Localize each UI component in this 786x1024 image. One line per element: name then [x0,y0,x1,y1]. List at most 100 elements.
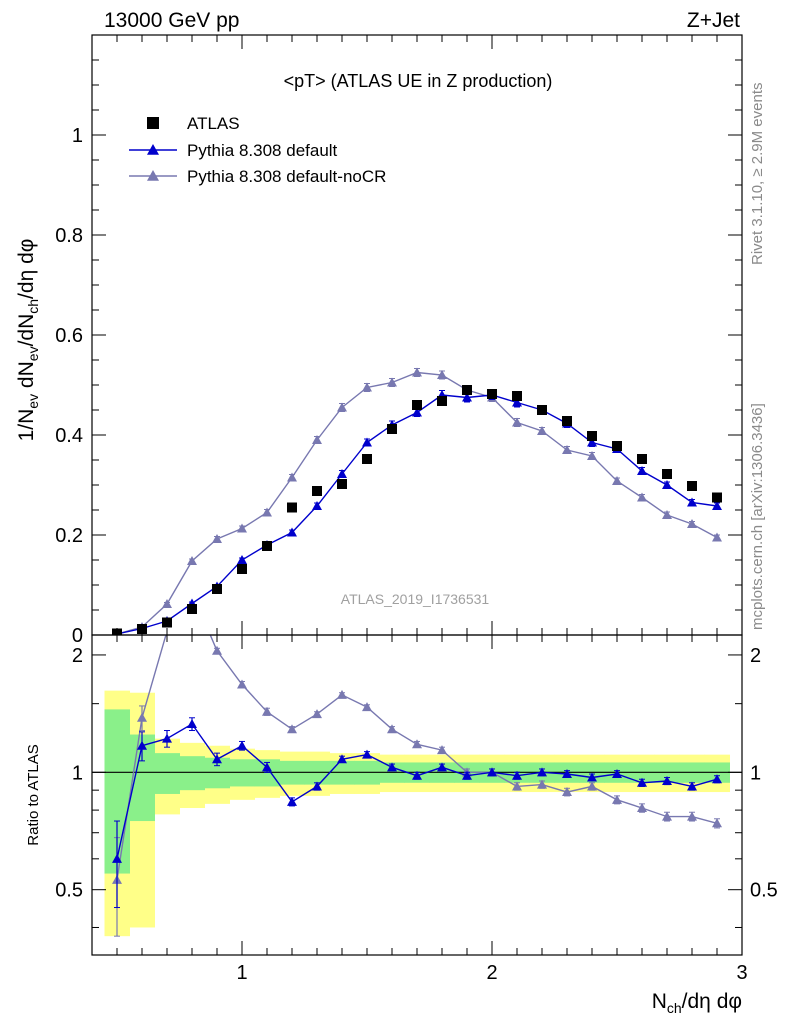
ratio-nocr-point [612,794,622,804]
ratio-y-tick-label-right: 0.5 [750,880,778,902]
ratio-nocr-point [437,745,447,755]
ratio-default-point [112,853,122,863]
x-tick-label: 3 [736,962,747,984]
ratio-default-point [137,740,147,750]
main-y-axis-label: 1/Nev dNev/dNch/dη dφ [15,239,41,442]
ratio-nocr-point [712,818,722,828]
side-label-top: Rivet 3.1.10, ≥ 2.9M events [749,83,766,266]
ratio-default-point [362,749,372,759]
ratio-default-point [612,769,622,779]
ratio-nocr-point [212,645,222,655]
nocr-point [212,534,222,543]
legend-label: ATLAS [187,114,240,133]
legend: ATLAS Pythia 8.308 default Pythia 8.308 de… [129,114,386,186]
y-tick-label: 0.4 [55,425,83,447]
ratio-plot-area [92,635,742,937]
main-plot-area [112,367,722,635]
ratio-default-point [437,762,447,772]
default-point [662,480,672,489]
legend-label: Pythia 8.308 default-noCR [187,167,386,186]
plot-title: <pT> (ATLAS UE in Z production) [284,71,553,91]
default-point [462,392,472,402]
ratio-y-tick-label-right: 2 [750,645,761,667]
nocr-point [337,402,347,412]
default-point [512,397,522,407]
ratio-default-point [687,781,697,791]
default-point [687,497,697,507]
y-tick-label: 0.6 [55,325,83,347]
y-tick-label: 0.2 [55,525,83,547]
atlas-point [612,441,622,451]
legend-default-marker [147,144,159,155]
ratio-default-point [512,770,522,780]
default-point [412,407,422,417]
nocr-point [387,377,397,387]
ratio-default-point [587,772,597,782]
atlas-point [537,405,547,415]
ratio-nocr-point [137,712,147,722]
ratio-default-point [187,719,197,729]
ratio-default-point [412,770,422,780]
ratio-default-point [312,781,322,791]
ratio-y-axis-label: Ratio to ATLAS [25,744,42,845]
nocr-point [562,445,572,454]
nocr-point [162,599,172,608]
atlas-point [262,541,272,551]
ratio-panel: 0.5 0.5 1 1 2 2 1 2 3 Ratio to ATLAS Nch/dη dφ [25,634,778,1016]
ratio-nocr-point [237,679,247,689]
ratio-nocr-point [687,811,697,821]
ratio-default-point [262,762,272,772]
ratio-nocr-point [662,811,672,821]
ratio-y-tick-label: 1 [72,762,83,784]
nocr-point [687,519,697,528]
ratio-nocr-point [537,779,547,789]
watermark: ATLAS_2019_I1736531 [341,591,490,607]
atlas-point [587,431,597,441]
ratio-default-point [637,777,647,787]
ratio-default-point [337,754,347,764]
nocr-point [287,472,297,482]
ratio-default-point [537,767,547,777]
ratio-default-point [562,769,572,779]
ratio-nocr-point [512,781,522,791]
default-point [237,555,247,564]
nocr-point [187,556,197,565]
legend-label: Pythia 8.308 default [187,141,338,160]
atlas-point [637,454,647,464]
atlas-point [162,617,172,628]
atlas-point [362,454,372,464]
nocr-point [712,532,722,542]
ratio-nocr-point [287,724,297,734]
nocr-point [237,523,247,533]
atlas-point [237,564,247,574]
default-point [712,501,722,510]
atlas-point [212,584,222,594]
atlas-point [712,492,722,503]
legend-nocr-marker [147,170,159,181]
ratio-nocr-point [587,781,597,791]
default-point [287,527,297,537]
default-point [637,466,647,475]
ratio-band-inner [154,753,180,794]
atlas-point [487,389,497,399]
ratio-nocr-point [362,702,372,712]
ratio-nocr-point [312,709,322,719]
ratio-default-point [712,774,722,784]
ratio-y-tick-label-right: 1 [750,762,761,784]
nocr-point [362,382,372,392]
atlas-point [412,400,422,410]
nocr-point [587,451,597,460]
atlas-point [687,481,697,491]
ratio-default-point [287,796,297,806]
atlas-point [662,469,672,479]
ratio-default-point [237,740,247,750]
y-tick-label: 0.8 [55,225,83,247]
legend-atlas-marker [147,117,159,129]
default-point [587,437,597,447]
atlas-point [312,486,322,496]
atlas-point [337,479,347,489]
nocr-point [412,367,422,377]
ratio-nocr-point [562,787,572,797]
ratio-nocr-point [387,724,397,734]
